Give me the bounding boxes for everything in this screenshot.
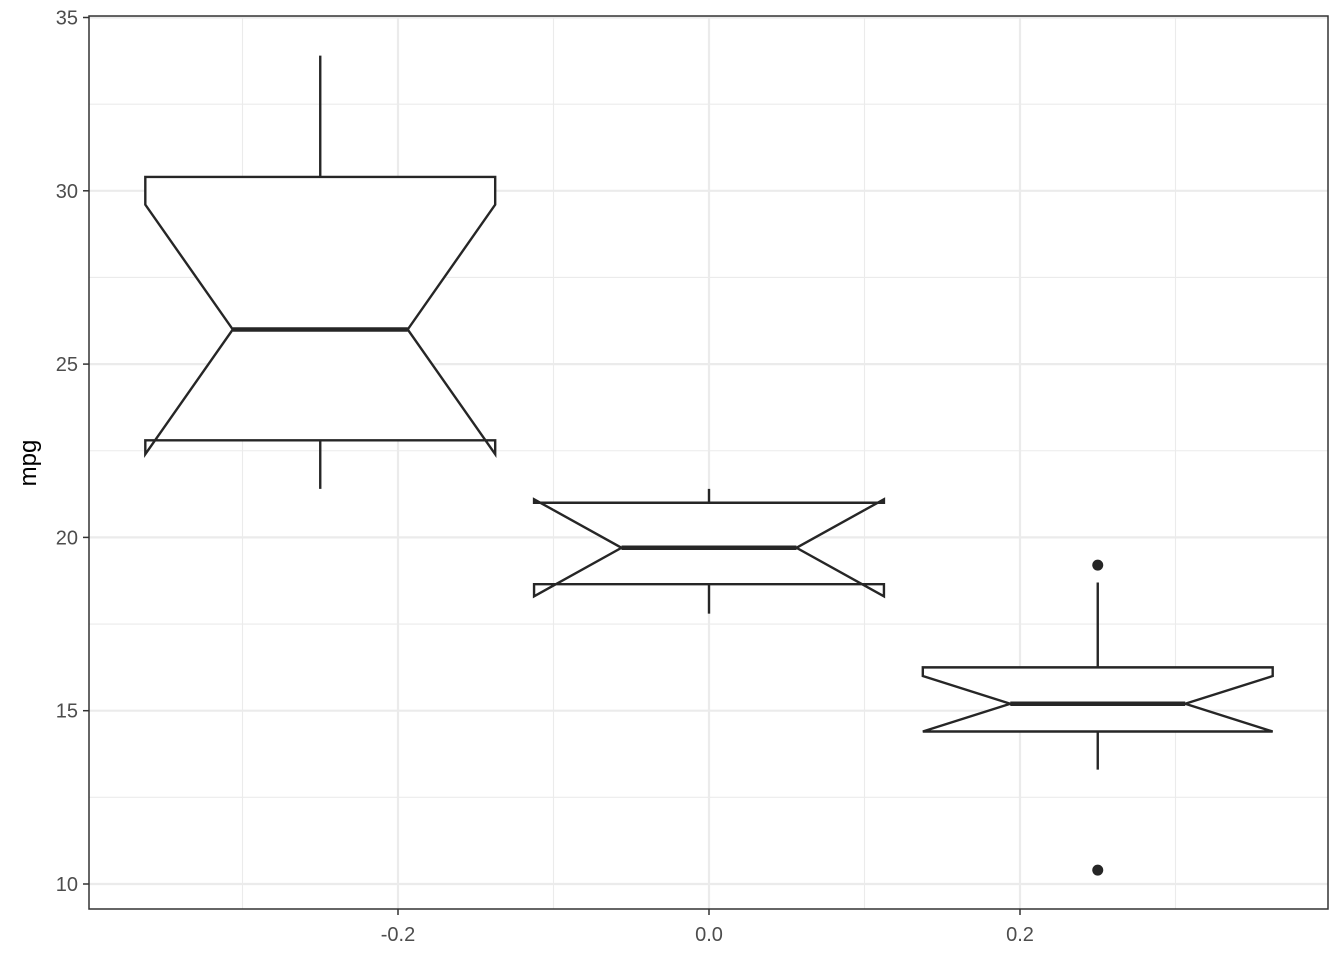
box-3-outlier-point — [1092, 864, 1104, 876]
y-tick-label: 25 — [56, 354, 78, 376]
x-tick-label: 0.2 — [1006, 924, 1034, 946]
x-tick-label: 0.0 — [695, 924, 723, 946]
y-tick-label: 15 — [56, 701, 78, 723]
y-tick-label: 30 — [56, 181, 78, 203]
x-tick-label: -0.2 — [381, 924, 415, 946]
y-axis-title: mpg — [15, 440, 42, 487]
box-3-notched-box — [921, 666, 1274, 733]
y-tick-label: 20 — [56, 527, 78, 549]
box-1-notched-box — [144, 175, 497, 459]
y-tick-label: 10 — [56, 874, 78, 896]
y-tick-label: 35 — [56, 8, 78, 30]
box-3-outlier-point — [1092, 559, 1104, 571]
